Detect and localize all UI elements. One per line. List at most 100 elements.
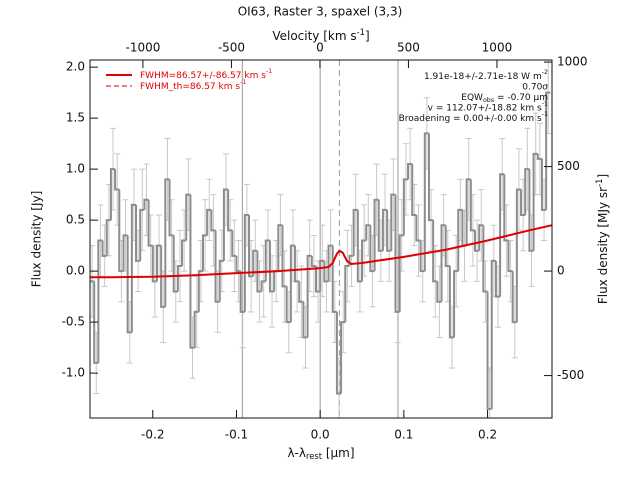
histogram-step (499, 173, 505, 297)
histogram-step (155, 244, 162, 282)
histogram-step (306, 254, 312, 338)
histogram-step (440, 224, 446, 302)
y-tick-label: 0.5 (66, 213, 85, 227)
histogram-step (545, 91, 551, 210)
y2-tick-label: -500 (557, 368, 584, 382)
y2-axis-label-after: ] (596, 174, 610, 179)
annotation: Broadening = 0.00+/-0.00 km s-1 (399, 111, 548, 124)
histogram-step (139, 208, 145, 261)
histogram-step (147, 199, 153, 247)
histogram-step (448, 266, 455, 339)
annotation-text: EQW (461, 93, 483, 103)
histogram-step (143, 198, 149, 210)
x-axis-label-sub: rest (306, 451, 323, 461)
histogram-step (377, 199, 383, 252)
x2-tick-label: 0 (316, 41, 324, 55)
y-axis-label: Flux density [Jy] (30, 191, 44, 288)
histogram-step (335, 311, 342, 395)
y-tick-label: 1.0 (66, 162, 85, 176)
legend-entry-sup: -1 (266, 68, 272, 75)
histogram-step (122, 234, 128, 272)
histogram-step (373, 198, 379, 272)
annotation-after: = -0.70 μm (494, 93, 548, 103)
histogram-step (344, 265, 350, 323)
x-tick-label: 0.2 (478, 428, 497, 442)
histogram-step (298, 281, 304, 303)
x2-tick-label: 500 (397, 41, 420, 55)
histogram-step (407, 163, 413, 180)
histogram-step (528, 169, 534, 252)
histogram-step (469, 179, 475, 232)
histogram-step (176, 265, 183, 292)
histogram-step (540, 158, 547, 211)
histogram-step (340, 321, 346, 394)
y-tick-label: -0.5 (62, 315, 85, 329)
y-tick-label: -1.0 (62, 366, 85, 380)
histogram-step (310, 255, 316, 268)
histogram-step (352, 208, 358, 256)
annotation-sup: -1 (542, 101, 548, 108)
annotation: EQWobs = -0.70 μm (461, 93, 548, 105)
x-tick-label: 0.0 (311, 428, 330, 442)
y2-axis-label: Flux density [MJy sr-1] (594, 174, 610, 304)
histogram-step (302, 301, 308, 339)
histogram-step (193, 310, 199, 348)
histogram-step (231, 230, 237, 257)
histogram-step (369, 225, 375, 273)
chart-title: OI63, Raster 3, spaxel (3,3) (238, 5, 403, 19)
plot-area (90, 60, 552, 418)
histogram-step (314, 266, 321, 293)
histogram-step (222, 188, 229, 261)
histogram-step (109, 168, 116, 221)
histogram-step (532, 152, 538, 251)
y2-tick-label: 0 (557, 264, 565, 278)
annotation: 0.70σ (522, 82, 548, 92)
histogram-step (239, 271, 245, 313)
histogram-step (243, 214, 250, 312)
histogram-step (482, 225, 488, 293)
x2-axis-label: Velocity [km s-1] (272, 27, 369, 43)
histogram-step (260, 280, 266, 292)
histogram-step (218, 259, 224, 302)
histogram-step (160, 245, 166, 308)
histogram-step (490, 259, 496, 409)
legend-entry-sup: -1 (240, 79, 246, 86)
histogram-step (327, 244, 333, 282)
histogram-step (93, 281, 99, 364)
legend-entry-text: FWHM=86.57+/-86.57 km s (140, 71, 266, 81)
histogram-step (252, 249, 258, 277)
histogram-step (365, 224, 371, 241)
histogram-step (101, 240, 107, 257)
annotation-text: v = 112.07+/-18.82 km s (428, 103, 542, 113)
histogram-step (114, 169, 120, 191)
histogram-step (197, 270, 203, 312)
histogram-step (394, 194, 400, 313)
y2-axis-label-text: Flux density [MJy sr (596, 187, 610, 304)
annotation: 1.91e-18+/-2.71e-18 W m-2 (424, 69, 548, 82)
histogram-step (419, 240, 425, 273)
x-tick-label: -0.1 (225, 428, 248, 442)
histogram-step (181, 239, 187, 267)
histogram-step (457, 208, 463, 272)
histogram-step (507, 240, 513, 273)
histogram-step (189, 194, 195, 349)
histogram-step (135, 204, 141, 262)
histogram-step (436, 281, 442, 303)
histogram-step (97, 239, 103, 363)
y-tick-label: 0.0 (66, 264, 85, 278)
annotation: v = 112.07+/-18.82 km s-1 (428, 101, 548, 114)
histogram-step (398, 234, 404, 312)
histogram-step (289, 244, 296, 323)
histogram-step (356, 209, 363, 283)
histogram-step (515, 188, 522, 323)
histogram-step (235, 255, 241, 273)
histogram-step (494, 260, 501, 298)
x2-axis-label-after: ] (365, 29, 370, 43)
x-tick-label: 0.1 (394, 428, 413, 442)
histogram-step (206, 208, 212, 236)
histogram-step (524, 168, 530, 216)
histogram-step (520, 189, 526, 217)
histogram-step (118, 189, 124, 273)
histogram-step (415, 215, 421, 242)
